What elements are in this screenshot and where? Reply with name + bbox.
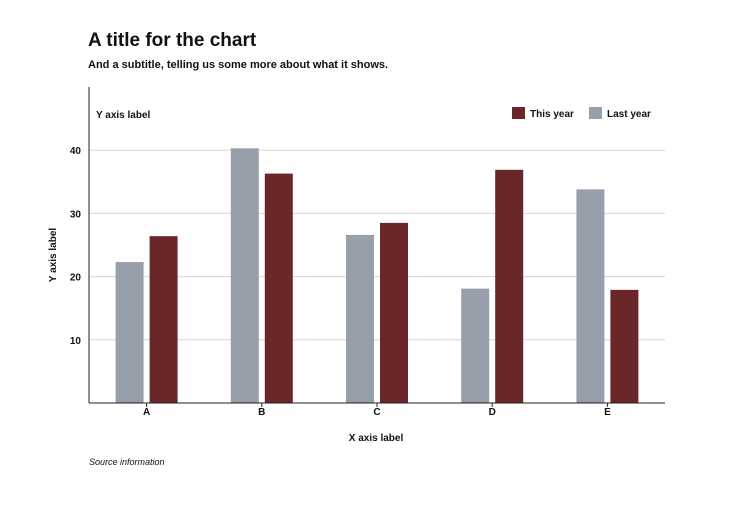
x-tick-label: B bbox=[258, 407, 265, 418]
x-tick-label: A bbox=[143, 407, 150, 418]
x-tick-label: C bbox=[373, 407, 380, 418]
x-tick-label: E bbox=[604, 407, 611, 418]
gridlines bbox=[89, 149, 665, 341]
y-tick-label: 20 bbox=[70, 273, 82, 284]
chart-subtitle: And a subtitle, telling us some more abo… bbox=[88, 59, 389, 71]
bar-this-year-b bbox=[264, 173, 293, 403]
bar-this-year-d bbox=[495, 169, 524, 403]
legend-swatch-last-year bbox=[589, 107, 602, 119]
y-tick-label: 30 bbox=[70, 209, 82, 220]
legend-swatch-this-year bbox=[512, 107, 525, 119]
bar-this-year-e bbox=[610, 289, 639, 403]
x-tick-labels: A B C D E bbox=[143, 407, 611, 418]
bar-last-year-e bbox=[576, 189, 605, 403]
bar-last-year-b bbox=[230, 148, 259, 403]
x-axis-label: X axis label bbox=[349, 433, 404, 444]
y-tick-label: 10 bbox=[70, 336, 82, 347]
chart-title: A title for the chart bbox=[88, 30, 257, 51]
bar-last-year-d bbox=[461, 288, 490, 403]
y-tick-labels: 10 20 30 40 bbox=[70, 146, 82, 347]
legend-label-last-year: Last year bbox=[607, 109, 651, 120]
axes bbox=[88, 87, 665, 407]
x-tick-label: D bbox=[489, 407, 496, 418]
bar-this-year-c bbox=[380, 222, 408, 403]
y-tick-label: 40 bbox=[70, 146, 82, 157]
source-note: Source information bbox=[89, 457, 165, 467]
bar-last-year-a bbox=[115, 262, 144, 403]
bar-last-year-c bbox=[346, 234, 374, 403]
y-axis-label-top: Y axis label bbox=[96, 110, 151, 121]
bar-this-year-a bbox=[149, 236, 178, 403]
y-axis-label: Y axis label bbox=[48, 228, 59, 283]
legend: This year Last year bbox=[512, 107, 651, 120]
legend-label-this-year: This year bbox=[530, 109, 574, 120]
bars bbox=[115, 148, 639, 403]
